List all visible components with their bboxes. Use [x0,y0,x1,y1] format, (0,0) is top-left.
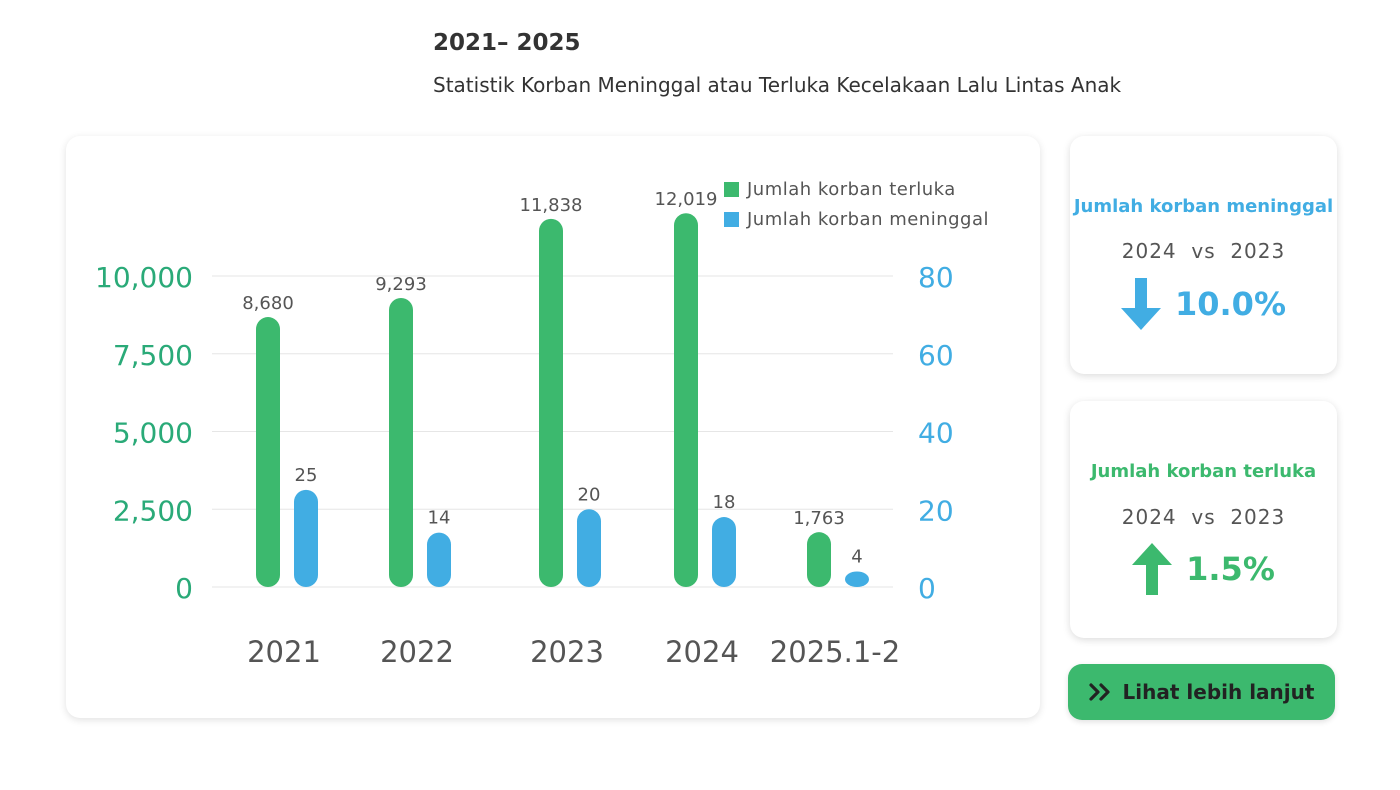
right-axis-tick-label: 80 [918,261,954,294]
x-axis-category-label: 2022 [380,635,454,669]
stat-change-injured: 1.5% [1070,543,1337,595]
bar-deaths [294,489,318,587]
left-axis-tick-label: 0 [175,572,193,605]
data-label-injured: 12,019 [655,189,718,210]
double-chevron-right-icon [1088,682,1113,702]
legend-swatch-blue [724,211,739,227]
x-axis-category-label: 2023 [530,635,604,669]
chart-legend: Jumlah korban terluka Jumlah korban meni… [724,174,989,234]
left-axis-tick-label: 7,500 [113,339,193,372]
stat-title-injured: Jumlah korban terluka [1090,461,1317,482]
bar-injured [256,317,280,587]
see-more-label: Lihat lebih lanjut [1122,680,1315,704]
page-subtitle: Statistik Korban Meninggal atau Terluka … [433,73,1122,97]
see-more-button[interactable]: Lihat lebih lanjut [1068,664,1335,720]
stat-title-deaths: Jumlah korban meninggal [1073,196,1334,217]
data-label-injured: 8,680 [242,293,294,314]
bar-injured [389,297,413,587]
bar-deaths [845,571,869,587]
legend-swatch-green [724,181,739,197]
right-axis-tick-label: 60 [918,339,954,372]
data-label-deaths: 4 [851,546,862,567]
bar-deaths [427,532,451,587]
legend-label-deaths: Jumlah korban meninggal [747,208,990,230]
data-label-injured: 9,293 [375,274,427,295]
right-axis-tick-label: 40 [918,417,954,450]
stat-value-deaths: 10.0% [1174,285,1286,323]
data-label-deaths: 20 [578,484,601,505]
legend-label-injured: Jumlah korban terluka [747,178,956,200]
data-label-deaths: 18 [713,492,736,513]
right-axis-tick-label: 20 [918,494,954,527]
stat-compare-deaths: 2024 vs 2023 [1121,239,1286,263]
page-title: 2021– 2025 [433,30,581,56]
arrow-up-icon [1132,543,1173,595]
bar-injured [807,532,831,587]
arrow-down-icon [1120,278,1161,330]
stat-card-injured: Jumlah korban terluka 2024 vs 2023 1.5% [1070,401,1337,638]
data-label-injured: 1,763 [793,508,845,529]
right-axis-tick-label: 0 [918,572,936,605]
data-label-deaths: 14 [428,508,451,529]
bar-deaths [712,517,736,587]
stat-change-deaths: 10.0% [1070,278,1337,330]
left-axis-tick-label: 10,000 [95,261,193,294]
legend-item-deaths: Jumlah korban meninggal [724,204,989,234]
left-axis-tick-label: 2,500 [113,494,193,527]
bar-injured [674,213,698,587]
stat-value-injured: 1.5% [1186,550,1275,588]
x-axis-category-label: 2021 [247,635,321,669]
bar-deaths [577,509,601,587]
left-axis-tick-label: 5,000 [113,417,193,450]
bar-injured [539,218,563,587]
data-label-injured: 11,838 [520,195,583,216]
x-axis-category-label: 2024 [665,635,739,669]
stat-compare-injured: 2024 vs 2023 [1121,505,1286,529]
data-label-deaths: 25 [295,465,318,486]
stat-card-deaths: Jumlah korban meninggal 2024 vs 2023 10.… [1070,136,1337,374]
x-axis-category-label: 2025.1-2 [770,635,900,669]
legend-item-injured: Jumlah korban terluka [724,174,989,204]
